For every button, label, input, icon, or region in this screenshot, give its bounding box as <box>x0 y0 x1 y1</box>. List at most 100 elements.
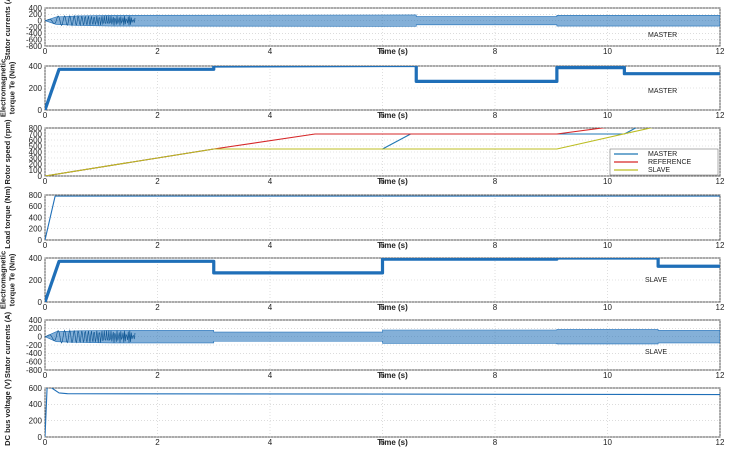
stator-current-waveform <box>45 329 136 344</box>
series-line-1 <box>45 388 720 437</box>
x-tick-label: 0 <box>43 371 48 380</box>
y-tick-label: -600 <box>26 357 43 366</box>
x-tick-label: 12 <box>716 438 725 447</box>
y-tick-label: 200 <box>29 225 43 234</box>
y-tick-label: 200 <box>29 324 43 333</box>
x-tick-label: 10 <box>603 241 612 250</box>
y-tick-label: 600 <box>29 136 43 145</box>
y-tick-label: 0 <box>38 433 43 442</box>
x-tick-label: 2 <box>155 438 160 447</box>
y-tick-label: 800 <box>29 191 43 200</box>
y-tick-label: 200 <box>29 416 43 425</box>
x-tick-label: 8 <box>493 47 498 56</box>
y-tick-label: 400 <box>29 316 43 325</box>
x-tick-label: 12 <box>716 303 725 312</box>
legend-entry: MASTER <box>648 151 677 158</box>
x-tick-label: 6 <box>380 303 385 312</box>
stator-current-envelope <box>45 329 720 345</box>
y-tick-label: -800 <box>26 42 43 51</box>
y-tick-label: 500 <box>29 142 43 151</box>
x-axis-label: Time (s) <box>377 47 408 56</box>
series-group <box>45 329 720 345</box>
x-tick-label: 10 <box>603 371 612 380</box>
y-tick-label: 400 <box>29 148 43 157</box>
x-tick-label: 4 <box>268 111 273 120</box>
x-tick-label: 4 <box>268 241 273 250</box>
series-group <box>45 258 720 302</box>
y-tick-label: -400 <box>26 349 43 358</box>
series-group <box>45 128 653 176</box>
y-tick-label: 0 <box>38 332 43 341</box>
x-tick-label: 2 <box>155 241 160 250</box>
y-tick-label: -400 <box>26 29 43 38</box>
y-axis-label: Stator currents (A) <box>3 0 12 60</box>
x-tick-label: 4 <box>268 438 273 447</box>
x-tick-label: 0 <box>43 177 48 186</box>
x-axis-label: Time (s) <box>377 241 408 250</box>
x-tick-label: 10 <box>603 111 612 120</box>
x-axis-label: Time (s) <box>377 177 408 186</box>
y-axis-label: torque Te (Nm) <box>8 61 17 114</box>
subplot-5: 0 2 4 6 8 10 12 0 200 400 Time (s) Electromagnetic t… <box>0 251 725 312</box>
y-tick-label: 0 <box>38 16 43 25</box>
y-tick-label: 200 <box>29 84 43 93</box>
x-axis-label: Time (s) <box>377 371 408 380</box>
x-tick-label: 0 <box>43 47 48 56</box>
y-tick-label: 600 <box>29 384 43 393</box>
x-tick-label: 12 <box>716 241 725 250</box>
plot-annotation: SLAVE <box>645 349 667 356</box>
x-tick-label: 10 <box>603 177 612 186</box>
x-tick-label: 6 <box>380 47 385 56</box>
x-tick-label: 8 <box>493 241 498 250</box>
series-line-1 <box>45 66 720 110</box>
y-tick-label: 0 <box>38 236 43 245</box>
x-tick-label: 12 <box>716 177 725 186</box>
y-tick-label: 600 <box>29 202 43 211</box>
y-axis-label: torque Te (Nm) <box>8 253 17 306</box>
x-axis-label: Time (s) <box>377 111 408 120</box>
y-tick-label: -600 <box>26 35 43 44</box>
plot-annotation: SLAVE <box>645 277 667 284</box>
series-group <box>45 388 720 437</box>
y-tick-label: -200 <box>26 341 43 350</box>
legend-entry: REFERENCE <box>648 159 692 166</box>
y-axis-label: Electromagnetic <box>0 59 8 117</box>
x-tick-label: 6 <box>380 438 385 447</box>
x-tick-label: 6 <box>380 177 385 186</box>
x-tick-label: 2 <box>155 47 160 56</box>
x-tick-label: 12 <box>716 371 725 380</box>
x-tick-label: 4 <box>268 177 273 186</box>
x-tick-label: 8 <box>493 371 498 380</box>
y-tick-label: -200 <box>26 23 43 32</box>
stator-current-envelope <box>45 14 720 27</box>
y-tick-label: 400 <box>29 4 43 13</box>
subplot-2: 0 2 4 6 8 10 12 0 200 400 Time (s) Electromagnetic t… <box>0 59 725 120</box>
y-axis-label: Rotor speed (rpm) <box>3 119 12 185</box>
plot-annotation: MASTER <box>648 32 677 39</box>
stator-current-waveform <box>45 14 136 27</box>
x-tick-label: 2 <box>155 111 160 120</box>
y-tick-label: 200 <box>29 10 43 19</box>
series-group <box>45 66 720 110</box>
y-tick-label: 400 <box>29 213 43 222</box>
x-tick-label: 2 <box>155 371 160 380</box>
y-tick-label: 200 <box>29 160 43 169</box>
y-tick-label: 400 <box>29 254 43 263</box>
x-tick-label: 6 <box>380 241 385 250</box>
subplot-7: 0 2 4 6 8 10 12 0 200 400 600 Time (s) DC bus voltag… <box>3 379 725 447</box>
x-tick-label: 4 <box>268 47 273 56</box>
x-axis-label: Time (s) <box>377 303 408 312</box>
x-tick-label: 0 <box>43 241 48 250</box>
x-tick-label: 10 <box>603 438 612 447</box>
y-tick-label: 400 <box>29 62 43 71</box>
y-axis-label: Electromagnetic <box>0 251 8 309</box>
x-tick-label: 8 <box>493 177 498 186</box>
y-axis-label: Stator currents (A) <box>3 311 12 378</box>
y-tick-label: 0 <box>38 106 43 115</box>
x-tick-label: 10 <box>603 303 612 312</box>
x-tick-label: 0 <box>43 303 48 312</box>
